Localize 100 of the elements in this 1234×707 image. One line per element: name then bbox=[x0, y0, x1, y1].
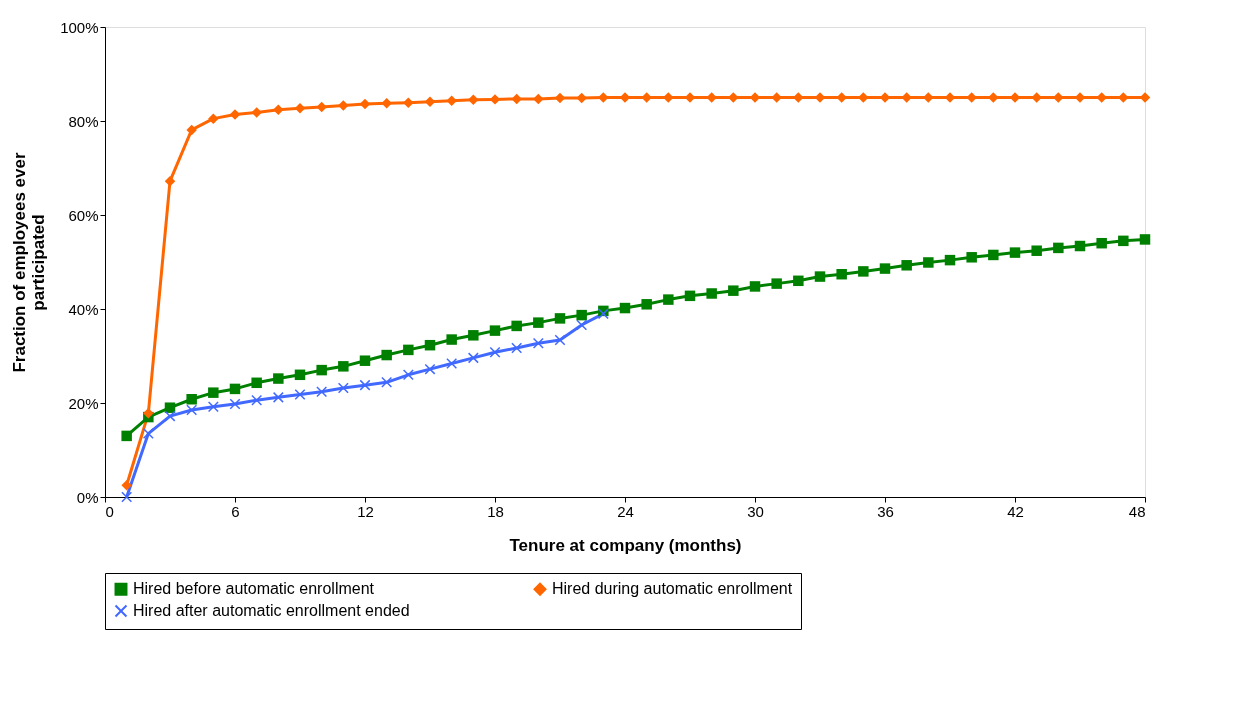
y-tick-label: 0% bbox=[76, 488, 99, 506]
x-tick-label: 6 bbox=[231, 502, 240, 520]
point bbox=[619, 302, 631, 314]
point bbox=[272, 391, 284, 403]
point bbox=[446, 358, 458, 370]
point bbox=[814, 271, 826, 282]
x-tick-label: 48 bbox=[1128, 502, 1146, 520]
legend-label: Hired after automatic enrollment ended bbox=[133, 602, 410, 619]
point bbox=[164, 410, 176, 422]
x-axis-title: Tenure at company (months) bbox=[509, 535, 742, 555]
point bbox=[121, 480, 132, 491]
point bbox=[1031, 245, 1042, 256]
point bbox=[251, 377, 262, 389]
point bbox=[923, 257, 934, 268]
point bbox=[879, 263, 891, 274]
point bbox=[858, 266, 869, 277]
point bbox=[489, 325, 501, 336]
point bbox=[229, 383, 241, 395]
point bbox=[359, 355, 371, 366]
point bbox=[164, 402, 176, 413]
x-tick-label: 42 bbox=[1007, 502, 1024, 520]
point bbox=[186, 404, 198, 416]
point bbox=[749, 281, 761, 292]
point bbox=[121, 491, 133, 503]
point bbox=[663, 294, 674, 305]
point bbox=[316, 386, 328, 398]
point bbox=[966, 252, 977, 263]
point bbox=[251, 394, 263, 406]
point bbox=[532, 337, 544, 349]
point bbox=[359, 98, 371, 110]
point bbox=[316, 364, 327, 376]
point bbox=[533, 317, 544, 328]
point bbox=[207, 401, 219, 413]
point bbox=[273, 104, 284, 115]
point bbox=[576, 92, 587, 104]
point bbox=[1053, 242, 1064, 254]
legend-label: Hired before automatic enrollment bbox=[133, 580, 375, 598]
y-tick-label: 80% bbox=[68, 112, 99, 130]
point bbox=[403, 344, 414, 356]
point bbox=[576, 309, 587, 321]
point bbox=[511, 93, 522, 105]
point bbox=[143, 408, 154, 419]
point bbox=[251, 107, 262, 118]
point bbox=[641, 299, 652, 310]
point bbox=[446, 95, 457, 107]
point bbox=[208, 387, 219, 398]
point bbox=[1074, 240, 1086, 252]
point bbox=[793, 275, 804, 287]
y-tick-label: 60% bbox=[68, 206, 99, 224]
point bbox=[142, 428, 154, 440]
point bbox=[511, 320, 522, 332]
point bbox=[771, 278, 782, 289]
point bbox=[468, 94, 479, 106]
point bbox=[467, 352, 479, 364]
point bbox=[229, 398, 241, 410]
point bbox=[1139, 234, 1151, 245]
point bbox=[337, 382, 349, 394]
point bbox=[121, 430, 132, 442]
point bbox=[208, 113, 219, 124]
x-tick-label: 12 bbox=[357, 502, 374, 520]
point bbox=[359, 379, 371, 391]
x-tick-label: 0 bbox=[105, 502, 114, 520]
y-axis-title: Fraction of employees ever participated bbox=[10, 152, 49, 373]
point bbox=[728, 285, 739, 296]
point bbox=[424, 339, 436, 351]
point bbox=[402, 369, 414, 381]
legend-label: Hired during automatic enrollment bbox=[552, 580, 793, 598]
y-tick-label: 20% bbox=[68, 394, 99, 412]
point bbox=[294, 369, 306, 381]
x-tick-label: 24 bbox=[617, 502, 634, 520]
point bbox=[294, 103, 306, 114]
point bbox=[1096, 237, 1107, 249]
point bbox=[489, 346, 501, 358]
point bbox=[273, 373, 284, 384]
y-tick-label: 100% bbox=[60, 18, 99, 36]
x-tick-label: 18 bbox=[487, 502, 504, 520]
x-tick-label: 36 bbox=[877, 502, 894, 520]
point bbox=[381, 97, 392, 109]
point bbox=[338, 100, 349, 111]
point bbox=[316, 101, 327, 113]
point bbox=[338, 361, 349, 372]
point bbox=[554, 334, 566, 346]
point bbox=[533, 93, 544, 105]
point bbox=[901, 260, 912, 271]
point bbox=[988, 249, 999, 261]
point bbox=[554, 313, 566, 324]
point bbox=[229, 109, 241, 120]
point bbox=[403, 97, 414, 108]
point bbox=[1009, 247, 1021, 258]
point bbox=[294, 389, 306, 401]
point bbox=[468, 330, 479, 341]
point bbox=[381, 376, 393, 388]
point bbox=[424, 363, 436, 375]
point bbox=[1118, 235, 1129, 247]
point bbox=[684, 290, 696, 302]
point bbox=[511, 342, 523, 354]
point bbox=[186, 124, 197, 136]
point bbox=[576, 319, 588, 331]
point bbox=[944, 254, 956, 266]
point bbox=[836, 268, 847, 280]
